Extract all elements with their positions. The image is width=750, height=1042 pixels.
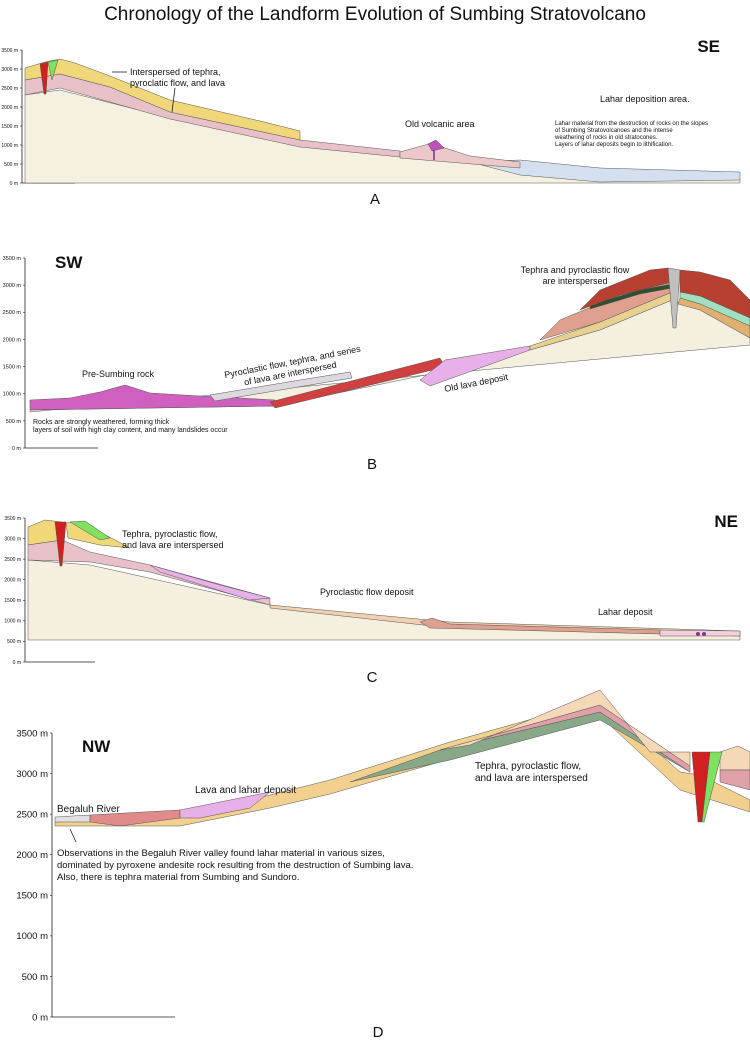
y-tick-label: 2000 m [16,850,48,861]
annotation: and lava are interspersed [122,540,224,550]
arrow [171,87,176,113]
annotation: dominated by pyroxene andesite rock resu… [57,860,413,871]
y-tick-label: 3500 m [1,48,18,54]
y-tick-label: 2000 m [4,577,21,583]
lava-lahar [54,699,750,827]
y-tick-label: 0 m [12,446,22,452]
layer [89,809,181,827]
annotation: Lahar deposition area. [600,94,690,104]
lahar-layer [659,629,741,637]
layer [719,745,750,771]
annotation: Old volcanic area [405,119,475,129]
title: Chronology of the Landform Evolution of … [104,4,646,25]
direction: NW [82,737,111,756]
y-tick-label: 3000 m [4,536,21,542]
layer [209,371,353,402]
panel-b: SW B Tephra and pyroclastic flow are int… [24,253,750,473]
y-tick-label: 3500 m [4,516,21,522]
vent [667,267,681,329]
annotation: are interspersed [542,276,607,286]
y-tick-label: 0 m [10,181,18,187]
direction: SW [55,253,83,272]
vent-red [39,61,49,95]
layer [719,769,750,791]
annotation: Observations in the Begaluh River valley… [57,848,385,859]
annotation: Interspersed of tephra, [130,67,221,77]
y-tick-label: 0 m [32,1012,48,1023]
annotation: and lava are interspersed [475,773,588,784]
arrow [69,828,77,843]
lahar-layer [469,159,741,183]
y-tick-label: 2500 m [3,310,22,316]
panel-d: NW D Tephra, pyroclastic flow, and lava … [51,689,750,1041]
annotation: weathering of rocks in old stratocones. [554,135,658,141]
y-tick-label: 2500 m [16,809,48,820]
vent [54,521,67,567]
annotation: Layers of lahar deposits begin to lithif… [555,142,673,148]
y-tick-label: 3500 m [16,728,48,739]
annotation: Begaluh River [57,804,120,815]
y-tick-label: 2500 m [4,557,21,563]
y-tick-label: 500 m [22,972,48,983]
vent [701,751,723,823]
annotation: Pre-Sumbing rock [82,369,155,379]
y-tick-label: 1000 m [1,143,18,149]
annotation: Pyroclastic flow deposit [320,587,414,597]
annotation: Also, there is tephra material from Sumb… [57,872,299,883]
panel-a: SE A Interspersed of tephra, pyroclatic … [21,37,741,208]
y-tick-label: 500 m [4,162,18,168]
y-tick-label: 1500 m [3,364,22,370]
pre-sumbing [29,384,276,411]
lava [69,520,111,541]
y-tick-label: 500 m [6,419,22,425]
y-tick-label: 2000 m [1,105,18,111]
y-tick-label: 500 m [7,639,21,645]
y-tick-label: 1000 m [3,392,22,398]
layer [439,689,691,767]
annotation: layers of soil with high clay content, a… [33,427,228,434]
annotation: Rocks are strongly weathered, forming th… [33,419,170,426]
y-tick-label: 3000 m [16,769,48,780]
y-tick-label: 2500 m [1,86,18,92]
deposit-dot [696,632,700,636]
annotation: pyroclatic flow, and lava [130,78,225,88]
panel-c: NE C Tephra, pyroclastic flow, and lava … [24,512,741,686]
annotation: Lahar material from the destruction of r… [555,121,708,127]
panel-label: B [367,456,377,473]
direction: SE [697,37,720,56]
direction: NE [714,512,738,531]
panel-label: A [370,191,380,208]
y-tick-label: 0 m [13,660,21,666]
y-tick-label: 2000 m [3,337,22,343]
annotation: Lahar deposit [598,607,653,617]
layer [27,539,271,606]
y-tick-label: 1500 m [16,891,48,902]
layer [149,564,271,601]
annotation: Tephra and pyroclastic flow [521,265,630,275]
deposit-dot [702,632,706,636]
y-tick-label: 3000 m [3,283,22,289]
annotation: Lava and lahar deposit [195,785,296,796]
annotation: Tephra, pyroclastic flow, [122,529,218,539]
y-tick-label: 1000 m [16,931,48,942]
layer [179,791,271,819]
panel-label: C [367,669,378,686]
layer [677,297,750,339]
old-vent [427,139,445,152]
river [54,814,91,823]
y-tick-label: 1000 m [4,619,21,625]
y-tick-label: 3000 m [1,67,18,73]
tephra-layer [24,58,301,141]
vent-green [47,59,59,81]
panel-label: D [373,1024,384,1041]
annotation: Tephra, pyroclastic flow, [475,761,581,772]
y-tick-label: 3500 m [3,256,22,262]
annotation: of Sumbing Stratovolcanoes and the inten… [555,128,673,134]
y-tick-label: 1500 m [4,598,21,604]
y-tick-label: 1500 m [1,124,18,130]
